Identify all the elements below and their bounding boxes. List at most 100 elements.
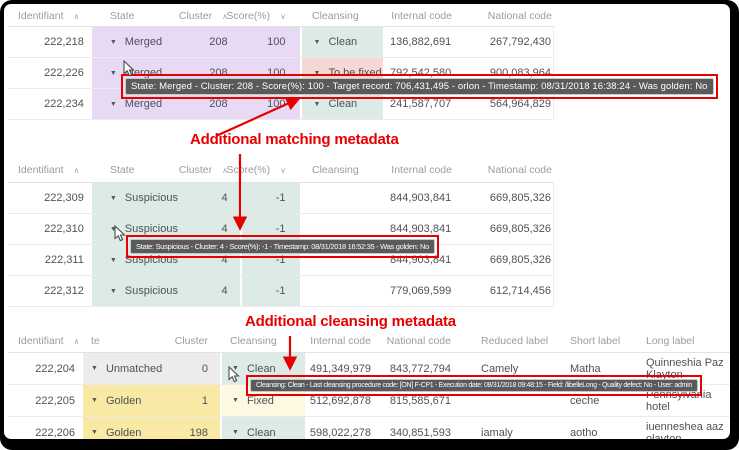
dropdown-caret-icon[interactable]: ▼ — [109, 287, 117, 295]
dropdown-caret-icon[interactable]: ▼ — [109, 100, 117, 108]
cleansing-value: Clean — [328, 98, 358, 110]
table-row[interactable]: 222,312 ▼ Suspicious 4 -1 779,069,599 612… — [8, 276, 553, 307]
table-row[interactable]: 222,218 ▼ Merged 208 100 ▼ Clean 136,882,6… — [8, 27, 553, 58]
dropdown-caret-icon[interactable]: ▼ — [232, 429, 239, 436]
dropdown-caret-icon[interactable]: ▼ — [313, 100, 321, 108]
column-header-label: Short label — [570, 335, 621, 347]
column-header-label: Score(%) — [226, 164, 271, 176]
short-label-cell: ceche — [570, 394, 600, 407]
cleansing-cell — [300, 183, 384, 213]
dropdown-caret-icon[interactable]: ▼ — [109, 194, 117, 202]
state-cell: ▼ Suspicious — [91, 214, 192, 244]
column-header-identifiant[interactable]: Identifiant ∧ — [8, 330, 83, 352]
dropdown-caret-icon[interactable]: ▼ — [91, 429, 98, 436]
column-header-label: Cluster — [174, 335, 208, 347]
column-header-short-label[interactable]: Short label — [552, 330, 634, 352]
identifiant-cell: 222,310 — [44, 223, 84, 235]
national-code-cell: 669,805,326 — [489, 223, 551, 235]
cleansing-value: Clean — [246, 362, 276, 375]
column-header-label: Long label — [646, 335, 695, 347]
national-code-cell: 669,805,326 — [489, 192, 551, 204]
column-header-internal-code[interactable]: Internal code — [305, 330, 377, 352]
identifiant-cell: 222,218 — [44, 36, 84, 48]
identifiant-cell: 222,312 — [44, 285, 84, 297]
identifiant-cell: 222,311 — [44, 254, 84, 266]
column-header-national-code[interactable]: National code — [377, 330, 457, 352]
column-header-state[interactable]: State — [92, 6, 192, 26]
column-header-state[interactable]: State — [92, 158, 192, 182]
column-header-internal-code[interactable]: Internal code — [384, 6, 454, 26]
sort-asc-icon[interactable]: ∧ — [73, 336, 80, 346]
dropdown-caret-icon[interactable]: ▼ — [91, 397, 98, 404]
dropdown-caret-icon[interactable]: ▼ — [109, 38, 117, 46]
column-header-state[interactable]: te — [83, 330, 170, 352]
column-header-label: Identifiant — [18, 164, 64, 176]
column-header-label: Identifiant — [18, 335, 64, 347]
score-cell: -1 — [239, 276, 300, 306]
column-header-cleansing[interactable]: Cleansing — [300, 6, 384, 26]
dropdown-caret-icon[interactable]: ▼ — [313, 38, 321, 46]
dropdown-caret-icon[interactable]: ▼ — [313, 69, 321, 77]
state-value: Merged — [124, 36, 163, 48]
column-header-identifiant[interactable]: Identifiant ∧ — [8, 158, 92, 182]
column-header-label: Cluster — [178, 164, 213, 176]
short-label-cell: aotho — [570, 426, 598, 439]
suspicious-tooltip-highlight: State: Suspicious - Cluster: 4 - Score(%… — [126, 235, 440, 258]
column-header-cluster[interactable]: Cluster — [170, 330, 220, 352]
dropdown-caret-icon[interactable]: ▼ — [91, 365, 98, 372]
column-header-label: State — [110, 164, 135, 176]
state-value: Suspicious — [124, 223, 178, 235]
state-value: Golden — [105, 394, 142, 407]
internal-code-cell: 241,587,707 — [390, 98, 452, 110]
column-header-label: Internal code — [391, 164, 452, 176]
mouse-cursor — [114, 225, 126, 242]
column-header-cleansing[interactable]: Cleansing — [220, 330, 305, 352]
long-label-cell: iuenneshea aaz olayton — [646, 420, 724, 440]
column-header-score[interactable]: Score(%) ∨ — [226, 6, 300, 26]
table-row[interactable]: 222,206 ▼ Golden 198 ▼ Clean 598,022,278 3… — [8, 417, 730, 439]
dropdown-caret-icon[interactable]: ▼ — [232, 365, 239, 372]
sort-asc-icon[interactable]: ∧ — [222, 11, 228, 21]
matching-metadata-annotation: Additional matching metadata — [190, 131, 399, 148]
column-header-cleansing[interactable]: Cleansing — [300, 158, 384, 182]
national-code-cell: 669,805,326 — [489, 254, 551, 266]
column-header-internal-code[interactable]: Internal code — [384, 158, 454, 182]
cleansing-metadata-tooltip: Cleansing: Clean - Last cleansing proced… — [250, 379, 698, 392]
cluster-cell: 4 — [191, 183, 240, 213]
dropdown-caret-icon[interactable]: ▼ — [109, 69, 117, 77]
sort-asc-icon[interactable]: ∧ — [73, 11, 80, 21]
column-header-long-label[interactable]: Long label — [634, 330, 730, 352]
table-row[interactable]: 222,205 ▼ Golden 1 ▼ Fixed 512,692,878 815… — [8, 385, 730, 417]
dropdown-caret-icon[interactable]: ▼ — [109, 256, 117, 264]
internal-code-cell: 491,349,979 — [309, 362, 371, 375]
column-header-identifiant[interactable]: Identifiant ∧ — [8, 6, 92, 26]
column-header-label: Identifiant — [18, 10, 64, 22]
matching-table-merged: Identifiant ∧ State Cluster ∧ Score(%) ∨ Cl… — [8, 6, 554, 120]
national-code-cell: 843,772,794 — [389, 362, 451, 375]
state-value: Suspicious — [124, 285, 178, 297]
internal-code-cell: 792,542,580 — [390, 67, 452, 79]
national-code-cell: 612,714,456 — [489, 285, 551, 297]
state-cell: ▼ Golden — [83, 385, 170, 416]
column-header-cluster[interactable]: Cluster ∧ — [179, 6, 240, 26]
column-header-score[interactable]: Score(%) ∨ — [226, 158, 300, 182]
column-header-reduced-label[interactable]: Reduced label — [457, 330, 552, 352]
sort-desc-icon[interactable]: ∨ — [280, 165, 286, 175]
dropdown-caret-icon[interactable]: ▼ — [232, 397, 239, 404]
cleansing-tooltip-highlight: Cleansing: Clean - Last cleansing proced… — [246, 375, 702, 396]
column-header-label: Cleansing — [312, 10, 359, 22]
column-header-national-code[interactable]: National code — [454, 158, 554, 182]
column-header-national-code[interactable]: National code — [454, 6, 554, 26]
suspicious-metadata-tooltip: State: Suspicious - Cluster: 4 - Score(%… — [130, 239, 436, 254]
column-header-cluster[interactable]: Cluster ∧ — [179, 158, 240, 182]
table-row[interactable]: 222,309 ▼ Suspicious 4 -1 844,903,841 669… — [8, 183, 553, 214]
sort-desc-icon[interactable]: ∨ — [280, 11, 286, 21]
sort-asc-icon[interactable]: ∧ — [73, 165, 80, 175]
state-value: Golden — [105, 426, 142, 439]
internal-code-cell: 844,903,841 — [390, 192, 452, 204]
dropdown-caret-icon[interactable]: ▼ — [109, 225, 117, 233]
cleansing-cell — [300, 276, 384, 306]
cleansing-cell: ▼ Clean — [220, 417, 305, 439]
sort-asc-icon[interactable]: ∧ — [222, 165, 228, 175]
